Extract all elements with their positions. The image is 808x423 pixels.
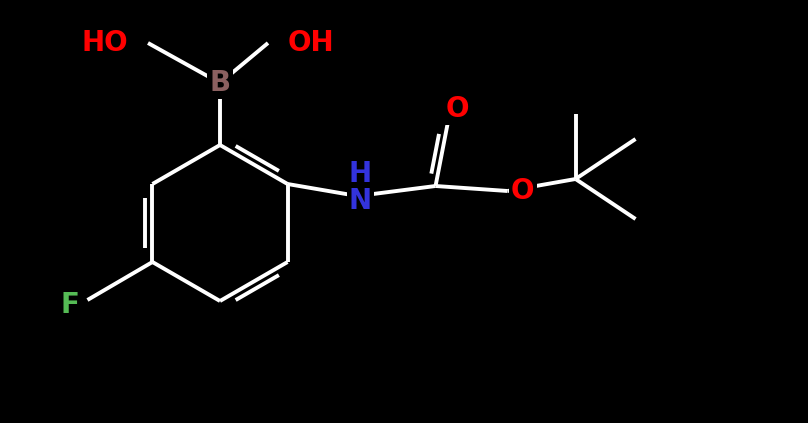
Text: B: B: [209, 69, 230, 97]
Text: N: N: [349, 187, 372, 215]
Text: OH: OH: [288, 29, 335, 57]
Text: H: H: [349, 160, 372, 188]
Text: HO: HO: [82, 29, 128, 57]
Text: F: F: [60, 291, 79, 319]
Text: O: O: [446, 95, 469, 123]
Text: O: O: [511, 177, 534, 205]
